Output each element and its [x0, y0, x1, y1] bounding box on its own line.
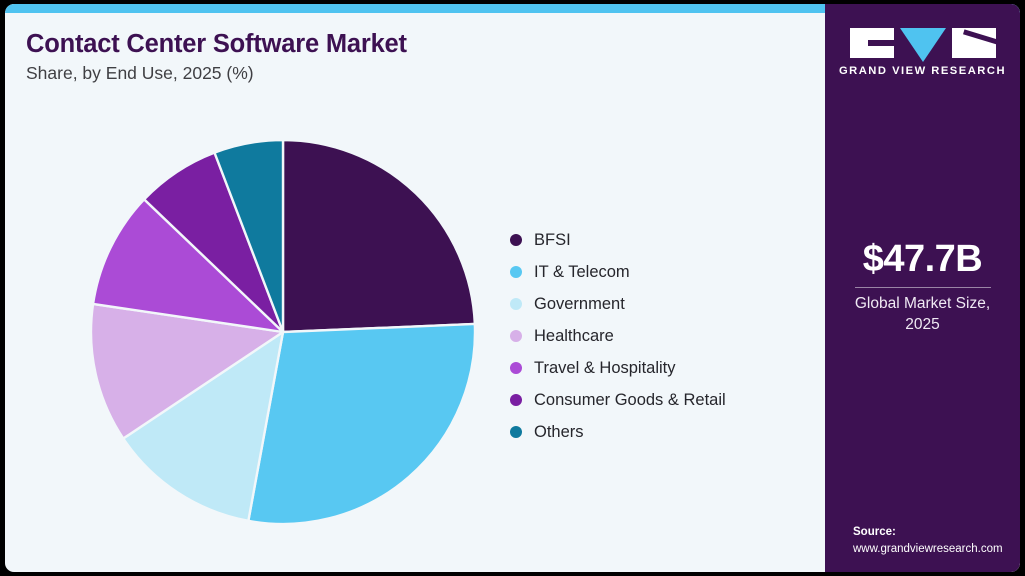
market-size-caption: Global Market Size, 2025: [854, 294, 991, 333]
source-url[interactable]: www.grandviewresearch.com: [853, 542, 1003, 555]
legend-item-label: Healthcare: [534, 326, 614, 345]
legend-swatch-icon: [510, 426, 522, 438]
pie-slice[interactable]: [213, 138, 285, 334]
legend-item-label: Government: [534, 294, 625, 313]
pie-slice[interactable]: [89, 302, 285, 440]
legend-item-label: IT & Telecom: [534, 262, 630, 281]
pie-slice[interactable]: [281, 138, 477, 334]
page-subtitle: Share, by End Use, 2025 (%): [26, 63, 254, 83]
page-title: Contact Center Software Market: [26, 30, 407, 58]
legend-item[interactable]: Government: [510, 288, 820, 320]
pie-slice-group: [89, 138, 477, 526]
stat-divider: [854, 286, 991, 288]
legend-swatch-icon: [510, 362, 522, 374]
legend-swatch-icon: [510, 266, 522, 278]
gvr-letter-v-icon: [899, 28, 946, 62]
pie-chart-svg: [89, 138, 477, 526]
pie-slice[interactable]: [122, 330, 285, 523]
top-accent-bar: [5, 4, 1020, 13]
legend-item[interactable]: Others: [510, 416, 820, 448]
source-label: Source:: [853, 525, 896, 538]
legend-item-label: Consumer Goods & Retail: [534, 390, 726, 409]
legend-item-label: BFSI: [534, 230, 571, 249]
legend-swatch-icon: [510, 394, 522, 406]
source-block: Source: www.grandviewresearch.com: [853, 524, 1020, 559]
legend-item[interactable]: Consumer Goods & Retail: [510, 384, 820, 416]
brand-panel: GRAND VIEW RESEARCH $47.7B Global Market…: [825, 4, 1020, 572]
legend-swatch-icon: [510, 298, 522, 310]
market-size-value: $47.7B: [862, 238, 983, 280]
legend-item[interactable]: IT & Telecom: [510, 256, 820, 288]
legend-item-label: Travel & Hospitality: [534, 358, 676, 377]
legend-item[interactable]: Healthcare: [510, 320, 820, 352]
gvr-logo: GRAND VIEW RESEARCH: [825, 28, 1020, 77]
legend-swatch-icon: [510, 330, 522, 342]
pie-chart: [85, 134, 485, 534]
legend-item[interactable]: BFSI: [510, 224, 820, 256]
gvr-logo-text: GRAND VIEW RESEARCH: [838, 65, 1007, 77]
gvr-letter-r-icon: [951, 28, 996, 58]
pie-slice[interactable]: [91, 198, 285, 334]
legend-swatch-icon: [510, 234, 522, 246]
legend-item[interactable]: Travel & Hospitality: [510, 352, 820, 384]
market-size-stat: $47.7B Global Market Size, 2025: [825, 238, 1020, 336]
chart-legend: BFSI IT & Telecom Government Healthcare Trav…: [510, 224, 820, 448]
gvr-logo-marks: [849, 28, 996, 62]
chart-card: Contact Center Software Market Share, by…: [5, 4, 1020, 572]
legend-item-label: Others: [534, 422, 584, 441]
gvr-letter-g-icon: [849, 28, 894, 58]
pie-slice[interactable]: [247, 322, 477, 526]
